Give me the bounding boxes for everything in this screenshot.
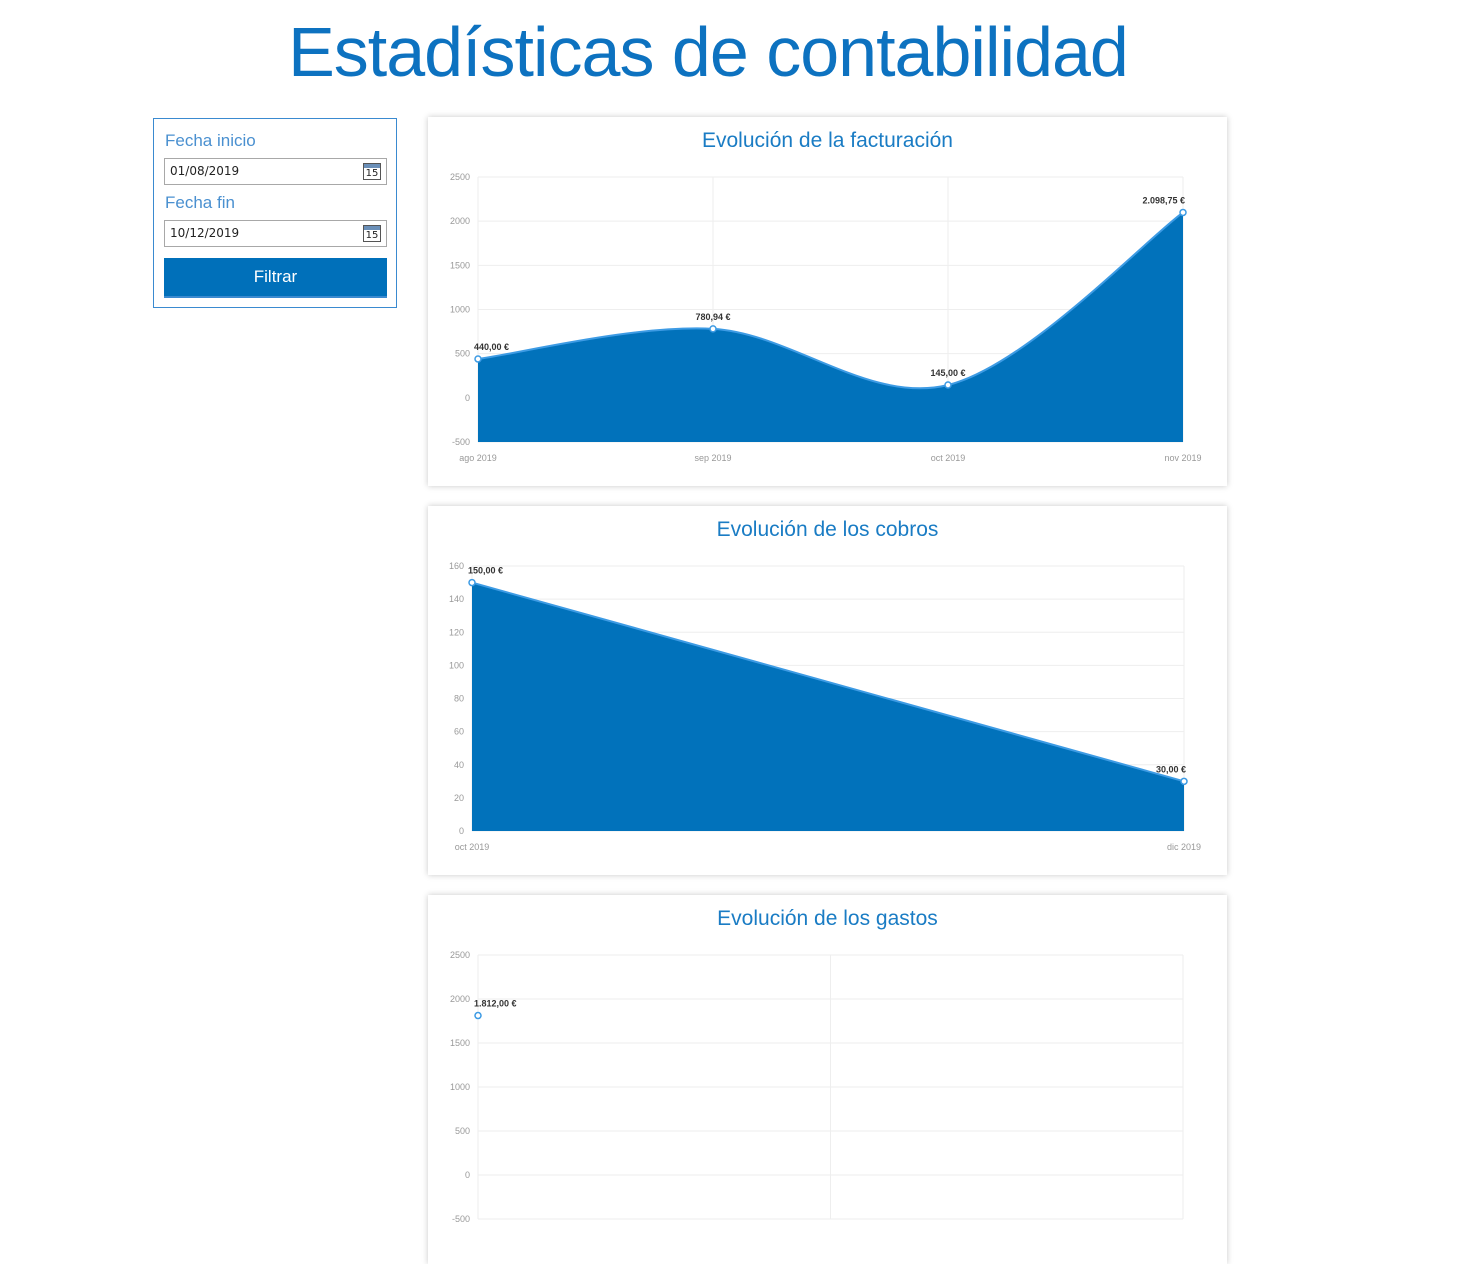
y-tick-label: -500 — [452, 1214, 470, 1224]
data-point — [468, 578, 476, 587]
chart-title: Evolución de la facturación — [702, 129, 953, 152]
start-date-value: 01/08/2019 — [170, 164, 240, 178]
end-date-label: Fecha fin — [165, 193, 235, 212]
area-fill — [478, 212, 1183, 442]
y-tick-label: 2500 — [450, 172, 470, 182]
expenses-chart-card: Evolución de los gastos 2500 2000 1500 1000… — [428, 895, 1227, 1264]
collections-chart: 160 140 120 100 80 60 40 20 0 oct 2019 dic 2019 150… — [449, 561, 1201, 852]
y-tick-label: 160 — [449, 561, 464, 571]
data-point — [1180, 777, 1188, 786]
y-tick-label: 20 — [454, 793, 464, 803]
calendar-icon[interactable]: 15 — [363, 225, 381, 242]
series-line — [477, 211, 1184, 390]
data-point — [474, 1011, 482, 1020]
billing-chart: 2500 2000 1500 1000 500 0 -500 ago 2019 sep 2019… — [450, 172, 1202, 463]
y-tick-label: 2000 — [450, 994, 470, 1004]
x-tick-label: ago 2019 — [459, 453, 497, 463]
end-date-value: 10/12/2019 — [170, 226, 240, 240]
calendar-icon[interactable]: 15 — [363, 163, 381, 180]
data-point — [474, 355, 482, 363]
x-tick-label: nov 2019 — [1164, 453, 1201, 463]
data-label: 145,00 € — [930, 368, 965, 378]
date-filter-panel: Fecha inicio 01/08/2019 15 Fecha fin 10/… — [153, 118, 397, 308]
x-tick-label: sep 2019 — [694, 453, 731, 463]
y-tick-label: 2500 — [450, 950, 470, 960]
data-point — [709, 325, 717, 333]
data-point — [944, 381, 952, 389]
end-date-input[interactable]: 10/12/2019 15 — [164, 220, 387, 247]
data-label: 150,00 € — [468, 566, 503, 576]
y-tick-label: 120 — [449, 627, 464, 637]
start-date-input[interactable]: 01/08/2019 15 — [164, 158, 387, 185]
data-label: 2.098,75 € — [1142, 195, 1185, 205]
y-tick-label: 0 — [459, 826, 464, 836]
y-tick-label: 500 — [455, 349, 470, 359]
y-tick-label: 100 — [449, 660, 464, 670]
data-label: 1.812,00 € — [474, 999, 517, 1009]
chart-title: Evolución de los gastos — [717, 907, 938, 930]
chart-title: Evolución de los cobros — [716, 518, 939, 541]
x-tick-label: oct 2019 — [455, 842, 490, 852]
billing-chart-card: Evolución de la facturación 2500 2000 1500… — [428, 117, 1227, 486]
series-line — [471, 581, 1185, 783]
calendar-day: 15 — [365, 230, 379, 241]
start-date-label: Fecha inicio — [165, 131, 256, 150]
y-tick-label: 500 — [455, 1126, 470, 1136]
y-tick-label: 1500 — [450, 1038, 470, 1048]
calendar-day: 15 — [365, 168, 379, 179]
y-tick-label: 2000 — [450, 216, 470, 226]
y-tick-label: 0 — [465, 1170, 470, 1180]
y-tick-label: 0 — [465, 393, 470, 403]
y-tick-label: 1000 — [450, 305, 470, 315]
y-tick-label: 1000 — [450, 1082, 470, 1092]
x-tick-label: dic 2019 — [1167, 842, 1201, 852]
collections-chart-card: Evolución de los cobros 160 140 120 100 80 60… — [428, 506, 1227, 875]
y-tick-label: 60 — [454, 727, 464, 737]
y-tick-label: -500 — [452, 437, 470, 447]
expenses-chart: 2500 2000 1500 1000 500 0 -500 1.812,00 € — [450, 950, 1184, 1224]
data-point — [1179, 208, 1187, 217]
area-fill — [472, 582, 1184, 831]
filter-button[interactable]: Filtrar — [164, 258, 387, 298]
page-title: Estadísticas de contabilidad — [288, 13, 1129, 91]
y-tick-label: 1500 — [450, 260, 470, 270]
y-tick-label: 140 — [449, 594, 464, 604]
data-label: 780,94 € — [695, 312, 730, 322]
data-label: 30,00 € — [1156, 764, 1186, 774]
data-label: 440,00 € — [474, 342, 509, 352]
y-tick-label: 80 — [454, 694, 464, 704]
y-tick-label: 40 — [454, 760, 464, 770]
x-tick-label: oct 2019 — [931, 453, 966, 463]
